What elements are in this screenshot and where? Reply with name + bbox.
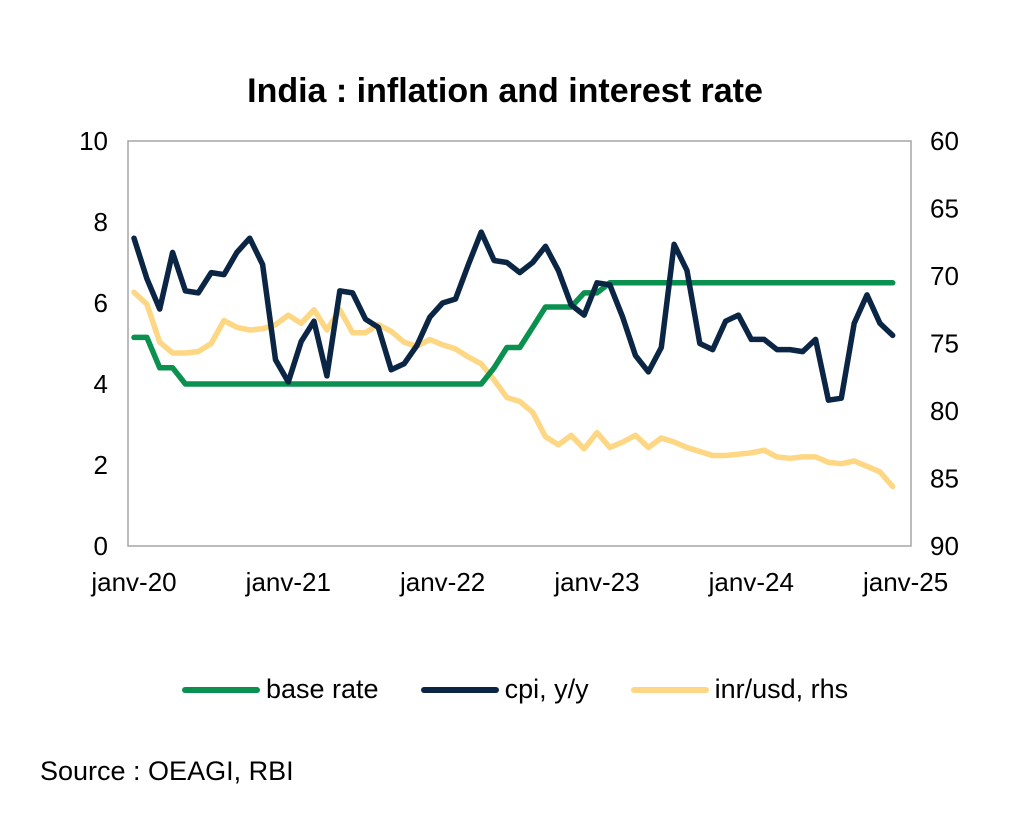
x-tick-label: janv-25 <box>862 567 948 597</box>
legend-swatch-cpi <box>420 686 499 693</box>
y-tick-label-left: 10 <box>79 126 108 156</box>
source-note: Source : OEAGI, RBI <box>40 756 294 786</box>
legend-label: cpi, y/y <box>504 674 589 704</box>
y-tick-label-left: 8 <box>94 207 108 237</box>
x-tick-label: janv-23 <box>553 567 639 597</box>
y-tick-label-left: 4 <box>94 369 108 399</box>
legend-item-base-rate: base rate <box>182 674 379 705</box>
y-tick-label-right: 85 <box>930 464 959 494</box>
chart-title: India : inflation and interest rate <box>247 72 763 110</box>
x-tick-label: janv-22 <box>399 567 485 597</box>
y-tick-label-right: 65 <box>930 194 959 224</box>
y-tick-label-right: 80 <box>930 396 959 426</box>
y-axis-left: 0 2 4 6 8 10 <box>79 126 108 561</box>
legend-swatch-inr-usd <box>630 686 709 693</box>
y-tick-label-left: 0 <box>94 531 108 561</box>
series-line-base-rate <box>131 280 896 387</box>
x-tick-label: janv-24 <box>708 567 794 597</box>
y-tick-label-right: 70 <box>930 261 959 291</box>
x-tick-label: janv-21 <box>245 567 331 597</box>
legend-label: base rate <box>266 674 379 704</box>
series-layer <box>131 229 896 490</box>
y-tick-label-right: 75 <box>930 329 959 359</box>
x-tick-label: janv-20 <box>90 567 176 597</box>
series-line-cpi-y-y <box>131 229 896 403</box>
y-tick-label-left: 2 <box>94 450 108 480</box>
legend-item-cpi: cpi, y/y <box>420 674 589 705</box>
x-axis: janv-20 janv-21 janv-22 janv-23 janv-24 janv-… <box>90 567 948 597</box>
legend-label: inr/usd, rhs <box>714 674 849 704</box>
y-tick-label-right: 60 <box>930 126 959 156</box>
y-tick-label-right: 90 <box>930 531 959 561</box>
legend-item-inr-usd: inr/usd, rhs <box>630 674 849 705</box>
y-axis-right: 60 65 70 75 80 85 90 <box>930 126 959 561</box>
plot-area-frame <box>127 140 912 547</box>
y-tick-label-left: 6 <box>94 288 108 318</box>
series-line-inr-usd-rhs <box>131 289 896 490</box>
legend-swatch-base-rate <box>182 686 260 693</box>
legend: base rate cpi, y/y inr/usd, rhs <box>182 674 890 705</box>
